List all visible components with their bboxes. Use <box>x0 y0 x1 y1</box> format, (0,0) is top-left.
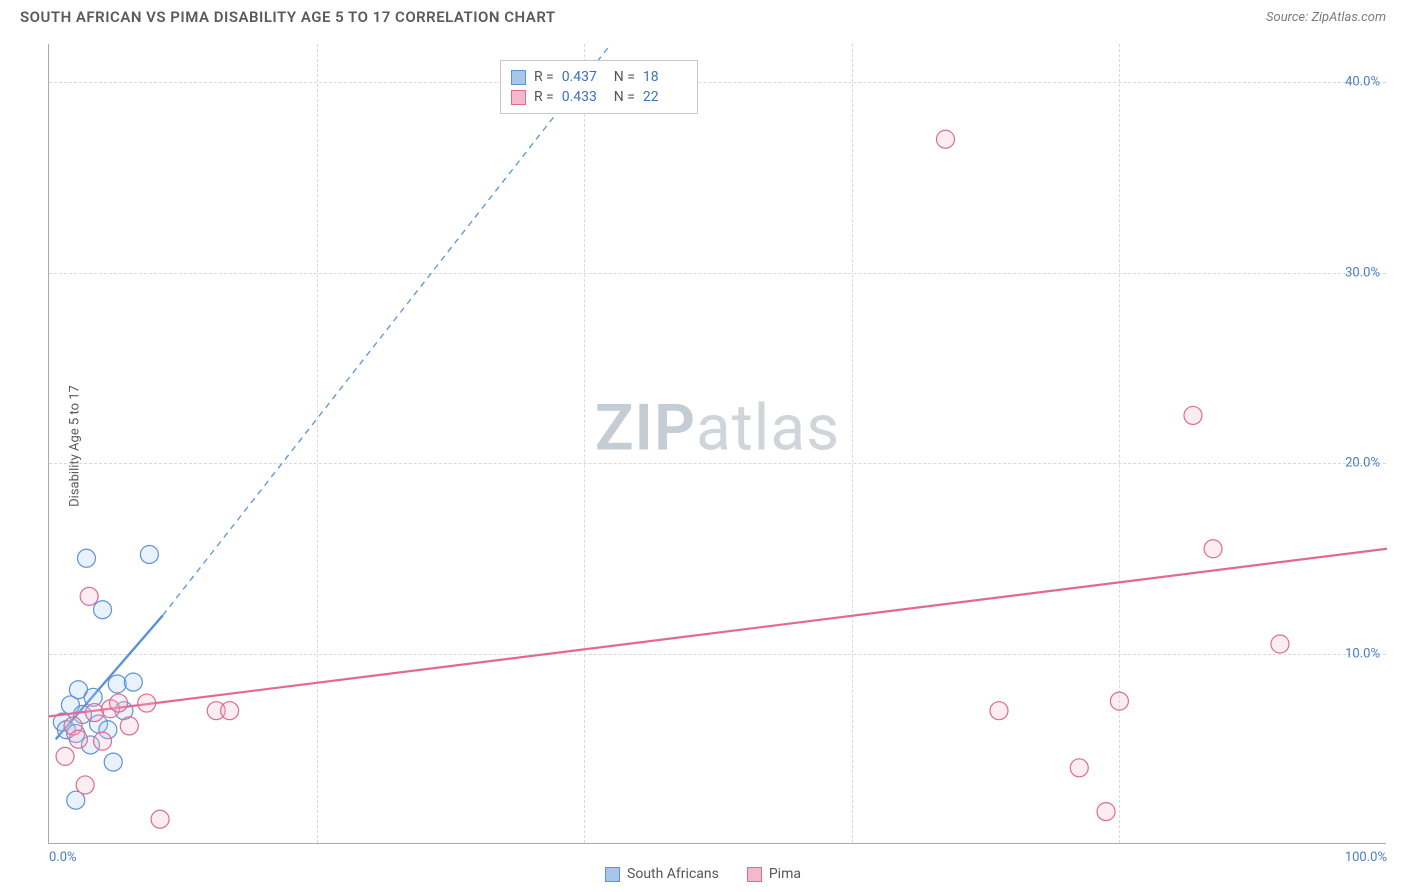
gridline-h <box>49 273 1386 274</box>
r-value: 0.437 <box>562 69 606 85</box>
data-point <box>1271 635 1289 653</box>
legend-item: South Africans <box>605 866 719 882</box>
legend-swatch <box>605 867 620 882</box>
data-point <box>57 721 75 739</box>
legend-label: Pima <box>769 866 801 882</box>
r-value: 0.433 <box>562 89 606 105</box>
data-point <box>115 702 133 720</box>
y-tick-label: 40.0% <box>1345 75 1380 90</box>
r-label: R = <box>534 89 554 105</box>
watermark: ZIPatlas <box>595 390 840 465</box>
chart-container: ZIPatlas 10.0%20.0%30.0%40.0%0.0%100.0% <box>48 44 1386 844</box>
data-point <box>94 732 112 750</box>
data-point <box>138 694 156 712</box>
data-point <box>56 747 74 765</box>
data-point <box>85 704 103 722</box>
data-point <box>73 705 91 723</box>
data-point <box>61 696 79 714</box>
data-point <box>1204 540 1222 558</box>
data-point <box>69 730 87 748</box>
data-point <box>936 130 954 148</box>
data-point <box>102 700 120 718</box>
data-point <box>84 688 102 706</box>
gridline-h <box>49 654 1386 655</box>
chart-svg <box>49 44 1387 844</box>
data-point <box>90 715 108 733</box>
data-point <box>108 675 126 693</box>
data-point <box>1184 406 1202 424</box>
data-point <box>67 791 85 809</box>
legend-label: South Africans <box>627 866 719 882</box>
data-point <box>76 776 94 794</box>
data-point <box>124 673 142 691</box>
plot-area: ZIPatlas 10.0%20.0%30.0%40.0%0.0%100.0% <box>48 44 1386 844</box>
data-point <box>221 702 239 720</box>
n-label: N = <box>614 89 635 105</box>
stats-row: R = 0.433 N = 22 <box>511 87 687 107</box>
data-point <box>69 681 87 699</box>
regression-line-extrapolated <box>163 44 611 615</box>
data-point <box>67 725 85 743</box>
data-point <box>80 587 98 605</box>
regression-line <box>56 615 163 739</box>
r-label: R = <box>534 69 554 85</box>
data-point <box>140 545 158 563</box>
data-point <box>94 601 112 619</box>
data-point <box>1097 803 1115 821</box>
y-tick-label: 10.0% <box>1345 646 1380 661</box>
gridline-v <box>1119 44 1120 843</box>
data-point <box>990 702 1008 720</box>
chart-header: SOUTH AFRICAN VS PIMA DISABILITY AGE 5 T… <box>0 0 1406 32</box>
gridline-h <box>49 82 1386 83</box>
gridline-v <box>852 44 853 843</box>
gridline-v <box>317 44 318 843</box>
regression-line <box>49 549 1387 717</box>
y-tick-label: 20.0% <box>1345 456 1380 471</box>
correlation-stats-box: R = 0.437 N = 18 R = 0.433 N = 22 <box>500 60 698 114</box>
x-tick-label: 0.0% <box>49 850 77 865</box>
gridline-h <box>49 463 1386 464</box>
data-point <box>77 549 95 567</box>
data-point <box>151 810 169 828</box>
legend: South Africans Pima <box>605 866 801 882</box>
series-swatch <box>511 70 526 85</box>
gridline-v <box>584 44 585 843</box>
data-point <box>207 702 225 720</box>
data-point <box>120 717 138 735</box>
series-swatch <box>511 90 526 105</box>
n-label: N = <box>614 69 635 85</box>
legend-item: Pima <box>747 866 801 882</box>
legend-swatch <box>747 867 762 882</box>
data-point <box>1070 759 1088 777</box>
y-tick-label: 30.0% <box>1345 265 1380 280</box>
data-point <box>81 736 99 754</box>
stats-row: R = 0.437 N = 18 <box>511 67 687 87</box>
n-value: 22 <box>643 89 687 105</box>
data-point <box>53 713 71 731</box>
data-point <box>99 721 117 739</box>
chart-title: SOUTH AFRICAN VS PIMA DISABILITY AGE 5 T… <box>20 8 556 26</box>
x-tick-label: 100.0% <box>1345 850 1387 865</box>
data-point <box>64 717 82 735</box>
data-point <box>104 753 122 771</box>
n-value: 18 <box>643 69 687 85</box>
data-point <box>110 694 128 712</box>
chart-source: Source: ZipAtlas.com <box>1266 10 1386 25</box>
